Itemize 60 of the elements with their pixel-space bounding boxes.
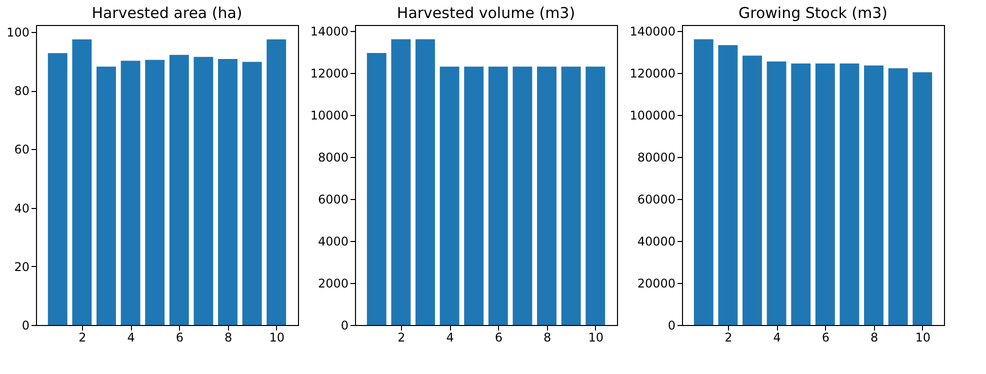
- y-tick-label: 10000: [310, 108, 348, 122]
- y-tick-label: 14000: [310, 24, 348, 38]
- y-tick-label: 100000: [630, 108, 676, 122]
- chart-title: Harvested volume (m3): [396, 4, 576, 22]
- x-tick-label: 10: [588, 330, 604, 344]
- y-tick-label: 20000: [637, 276, 676, 290]
- x-tick-label: 6: [176, 330, 184, 344]
- x-tick-label: 6: [494, 330, 502, 344]
- bar: [72, 39, 92, 325]
- x-tick-label: 8: [543, 330, 552, 344]
- bar: [48, 53, 68, 325]
- y-tick-label: 60: [14, 142, 30, 157]
- y-tick-label: 20: [14, 260, 30, 274]
- x-tick-label: 4: [773, 330, 781, 344]
- x-tick-label: 10: [915, 330, 931, 344]
- x-tick-label: 8: [224, 330, 232, 344]
- y-tick-label: 0: [668, 318, 676, 332]
- y-tick-label: 80000: [637, 150, 676, 164]
- bar: [242, 62, 262, 325]
- bar: [912, 72, 932, 325]
- bar: [742, 56, 762, 325]
- chart-title: Harvested area (ha): [92, 4, 242, 22]
- bar: [96, 66, 116, 325]
- x-tick-label: 4: [446, 330, 454, 344]
- bar: [766, 62, 786, 325]
- x-tick-label: 2: [398, 330, 406, 344]
- y-tick-label: 80: [14, 84, 30, 98]
- x-tick-label: 4: [127, 330, 135, 344]
- x-tick-label: 2: [78, 330, 86, 344]
- bar: [791, 63, 811, 325]
- bar: [864, 66, 884, 325]
- y-tick-label: 0: [22, 318, 30, 332]
- bar: [718, 45, 738, 325]
- y-tick-label: 0: [340, 318, 348, 332]
- bar: [120, 60, 140, 325]
- bar: [169, 54, 189, 325]
- y-tick-label: 4000: [318, 234, 348, 248]
- bar: [840, 63, 860, 325]
- y-tick-label: 100: [6, 26, 30, 40]
- y-tick-label: 60000: [637, 192, 676, 206]
- bar: [145, 60, 165, 325]
- y-tick-label: 12000: [310, 66, 348, 80]
- x-tick-label: 6: [822, 330, 830, 344]
- bar: [194, 56, 214, 325]
- bar: [815, 63, 835, 325]
- y-tick-label: 6000: [318, 192, 348, 206]
- y-tick-label: 140000: [630, 24, 676, 38]
- y-tick-label: 2000: [318, 276, 348, 290]
- chart-title: Growing Stock (m3): [738, 4, 888, 22]
- x-tick-label: 10: [269, 330, 285, 344]
- x-tick-label: 2: [724, 330, 732, 344]
- bar: [694, 39, 714, 325]
- x-tick-label: 8: [870, 330, 878, 344]
- y-tick-label: 120000: [630, 66, 676, 80]
- bar: [888, 68, 908, 325]
- bar: [218, 58, 238, 325]
- y-tick-label: 8000: [318, 150, 348, 164]
- y-tick-label: 40000: [637, 234, 676, 248]
- bar: [266, 39, 286, 325]
- y-tick-label: 40: [14, 201, 30, 216]
